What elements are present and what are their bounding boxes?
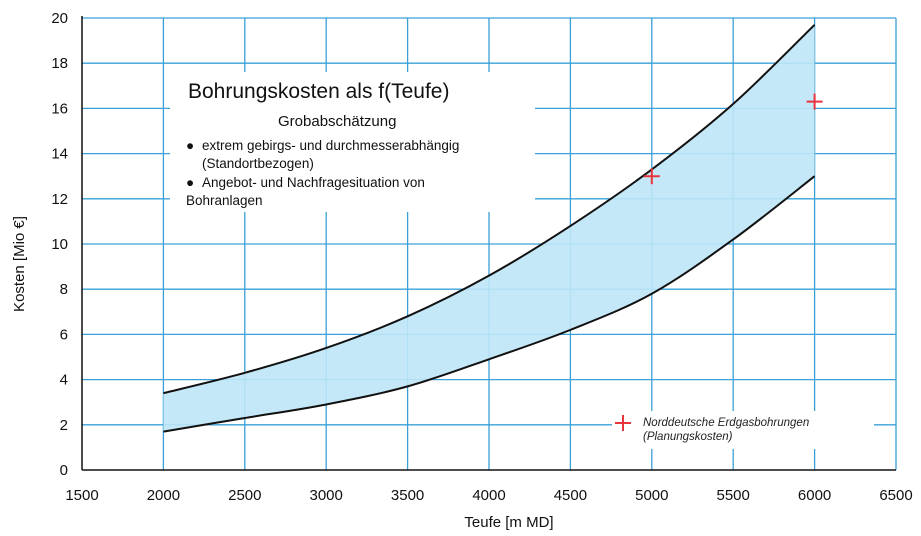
bullet-icon: ● [186, 138, 195, 153]
cost-band-area [163, 24, 815, 432]
x-tick-label: 6500 [879, 487, 912, 504]
cost-band-upper-line [163, 24, 816, 395]
y-tick-label: 2 [60, 417, 68, 434]
cost-band-lower-line [163, 175, 816, 433]
y-tick-label: 20 [51, 10, 68, 27]
x-tick-label: 2500 [228, 487, 261, 504]
y-tick-label: 16 [51, 100, 68, 117]
legend-label-line-2: (Planungskosten) [643, 431, 733, 443]
y-tick-label: 8 [60, 281, 68, 298]
x-tick-label: 3000 [310, 487, 343, 504]
x-tick-label: 4000 [472, 487, 505, 504]
axes [81, 16, 896, 471]
data-points [643, 93, 823, 185]
y-tick-label: 10 [51, 236, 68, 253]
note-text: Bohranlagen [186, 193, 263, 208]
x-tick-labels: 1500 2000 2500 3000 3500 4000 4500 5000 5500 6000… [65, 487, 912, 504]
y-tick-label: 4 [60, 372, 68, 389]
x-tick-label: 3500 [391, 487, 424, 504]
x-tick-label: 5000 [635, 487, 668, 504]
y-tick-labels: 0 2 4 6 8 10 12 14 16 18 20 [51, 10, 68, 479]
y-axis-title: Kosten [Mio €] [11, 216, 28, 312]
x-axis-title: Teufe [m MD] [464, 514, 553, 531]
bullet-icon: ● [186, 175, 195, 190]
x-tick-label: 1500 [65, 487, 98, 504]
y-tick-label: 18 [51, 55, 68, 72]
x-tick-label: 6000 [798, 487, 831, 504]
note-text: extrem gebirgs- und durchmesserabhängig [202, 138, 460, 153]
note-text: Angebot- und Nachfragesituation von [202, 175, 425, 190]
x-tick-label: 4500 [554, 487, 587, 504]
chart-subtitle: Grobabschätzung [278, 113, 397, 130]
data-point-plus-marker [643, 168, 660, 185]
x-tick-label: 5500 [717, 487, 750, 504]
annotation-box [170, 72, 535, 212]
y-tick-label: 12 [51, 191, 68, 208]
legend-label: Norddeutsche Erdgasbohrungen (Planungsko… [643, 416, 809, 444]
legend-plus-marker-icon [615, 415, 631, 431]
y-tick-label: 14 [51, 146, 68, 163]
x-tick-label: 2000 [147, 487, 180, 504]
y-tick-label: 0 [60, 462, 68, 479]
legend-label-line-1: Norddeutsche Erdgasbohrungen [643, 417, 810, 429]
data-point-plus-marker [806, 93, 823, 110]
legend [612, 411, 874, 449]
note-text: (Standortbezogen) [202, 156, 314, 171]
y-tick-label: 6 [60, 326, 68, 343]
chart-title: Bohrungskosten als f(Teufe) [188, 80, 450, 103]
